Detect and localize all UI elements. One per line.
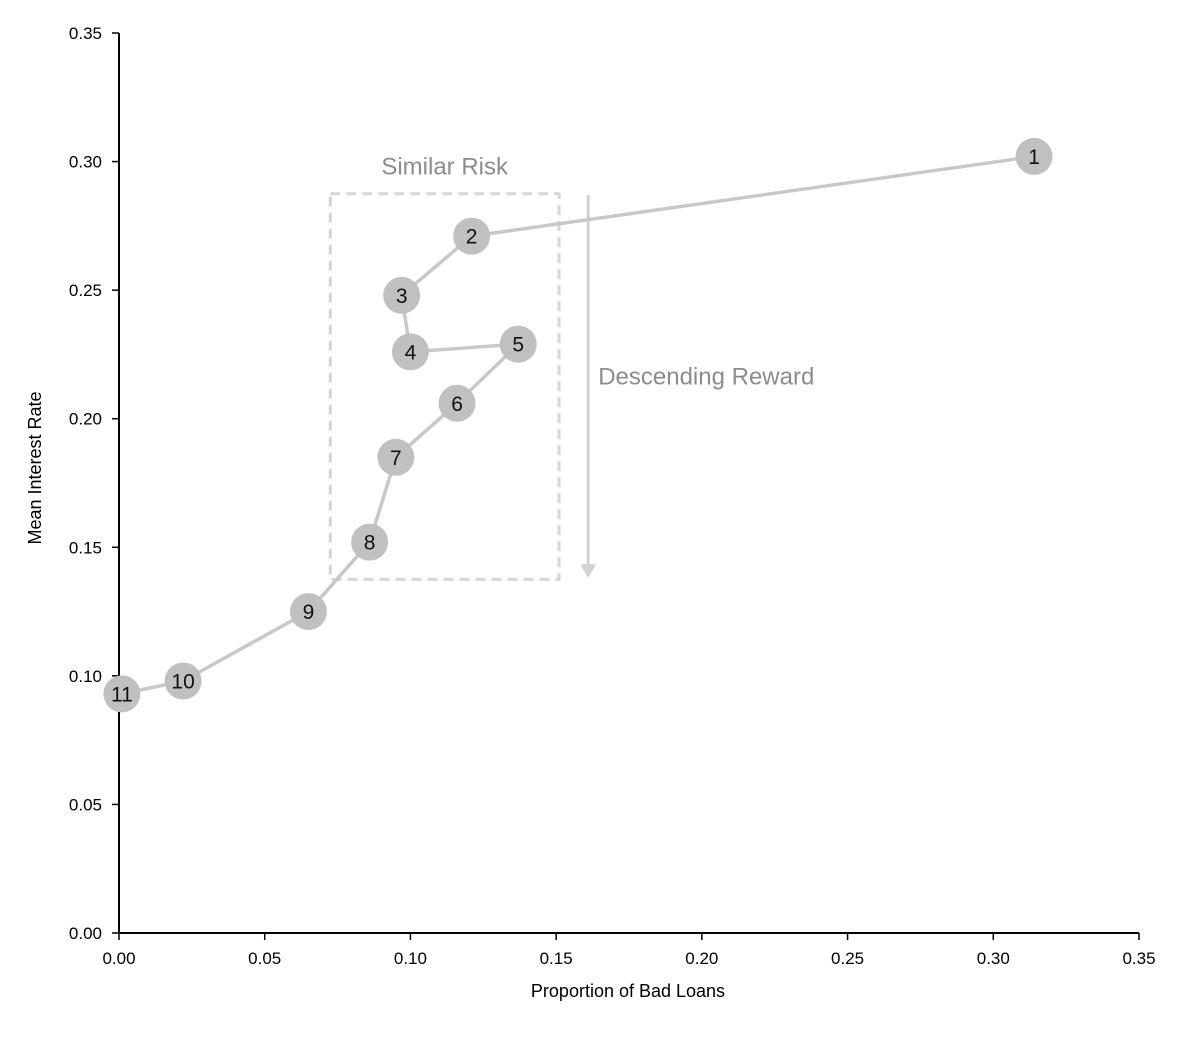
x-tick-label: 0.15 — [540, 949, 573, 968]
data-point-label: 11 — [111, 683, 133, 706]
y-tick-label: 0.10 — [69, 667, 102, 686]
y-tick-label: 0.00 — [69, 924, 102, 943]
series-line — [121, 154, 1035, 696]
data-point-marker — [499, 325, 537, 363]
data-point: 3 — [383, 276, 421, 314]
data-point: 2 — [453, 217, 491, 255]
x-axis-title: Proportion of Bad Loans — [531, 981, 725, 1001]
data-point-label: 8 — [364, 532, 376, 555]
data-point-marker — [438, 384, 476, 422]
axes: 0.00 0.05 0.10 0.15 0.20 0.25 0.30 0.35 0.00 0.05… — [69, 24, 1156, 968]
data-point: 10 — [164, 662, 202, 700]
data-point-label: 10 — [171, 671, 194, 694]
data-point: 11 — [103, 675, 141, 713]
data-point: 4 — [391, 333, 429, 371]
x-tick-label: 0.30 — [977, 949, 1010, 968]
data-point-marker — [103, 675, 141, 713]
y-tick-label: 0.20 — [69, 410, 102, 429]
data-point-marker — [164, 662, 202, 700]
series: 1 2 3 4 5 6 7 8 9 10 11 — [103, 137, 1053, 713]
x-tick-label: 0.35 — [1122, 949, 1155, 968]
y-tick-label: 0.35 — [69, 24, 102, 43]
data-point: 1 — [1015, 137, 1053, 175]
y-tick-label: 0.15 — [69, 538, 102, 557]
y-tick-label: 0.05 — [69, 795, 102, 814]
data-point: 7 — [377, 438, 415, 476]
y-tick-label: 0.30 — [69, 153, 102, 172]
y-axis-title: Mean Interest Rate — [25, 391, 45, 544]
data-point-label: 1 — [1028, 146, 1040, 169]
x-tick-label: 0.25 — [831, 949, 864, 968]
data-point-label: 7 — [390, 447, 402, 470]
data-point-marker — [351, 523, 389, 561]
y-tick-label: 0.25 — [69, 281, 102, 300]
data-point-label: 6 — [451, 393, 463, 416]
data-point-marker — [383, 276, 421, 314]
data-point: 6 — [438, 384, 476, 422]
data-point-marker — [453, 217, 491, 255]
data-point-label: 3 — [396, 285, 408, 308]
data-point: 9 — [289, 593, 327, 631]
x-tick-label: 0.20 — [685, 949, 718, 968]
data-point-marker — [377, 438, 415, 476]
data-point-label: 2 — [466, 226, 478, 249]
data-point-marker — [289, 593, 327, 631]
data-point-label: 5 — [512, 334, 524, 357]
data-point: 5 — [499, 325, 537, 363]
data-point-label: 9 — [303, 601, 315, 624]
data-point-marker — [391, 333, 429, 371]
similar-risk-box — [328, 192, 561, 581]
data-point: 8 — [351, 523, 389, 561]
annotations: Similar Risk Descending Reward — [328, 154, 814, 581]
data-point-marker — [1015, 137, 1053, 175]
similar-risk-label: Similar Risk — [381, 154, 509, 181]
data-point-label: 4 — [405, 341, 417, 364]
x-tick-label: 0.05 — [248, 949, 281, 968]
x-tick-label: 0.00 — [102, 949, 135, 968]
x-tick-label: 0.10 — [394, 949, 427, 968]
descending-reward-arrowhead — [580, 564, 597, 579]
descending-reward-label: Descending Reward — [598, 364, 814, 391]
